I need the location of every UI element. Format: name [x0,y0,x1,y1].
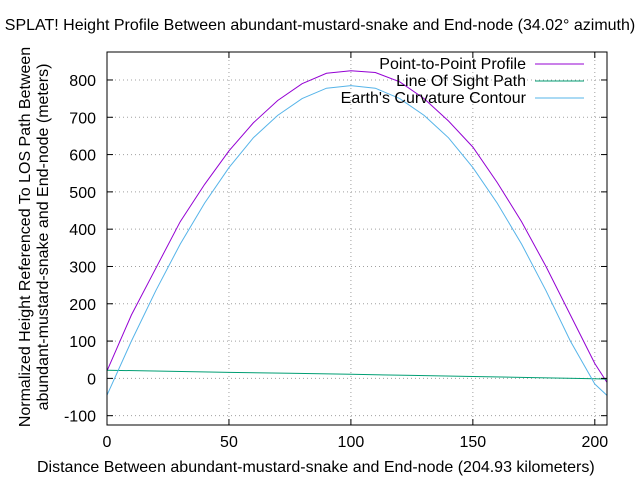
y-tick-label: 400 [69,222,96,239]
y-tick-label: 300 [69,259,96,276]
y-tick-label: 0 [87,371,96,388]
x-tick-label: 50 [220,434,238,451]
x-tick-label: 100 [338,434,365,451]
axis-ticks: 0 50 100 150 200 -100 0 100 200 300 400 500 600 700 80… [64,52,608,451]
y-axis-label-line2: abundant-mustard-snake and End-node (met… [35,64,52,411]
chart-title: SPLAT! Height Profile Between abundant-m… [5,17,635,34]
x-tick-label: 0 [103,434,112,451]
x-tick-label: 200 [581,434,608,451]
y-tick-label: 600 [69,148,96,165]
legend-label-2: Line Of Sight Path [396,73,526,90]
plot-frame [106,51,608,426]
y-tick-label: -100 [64,409,96,426]
legend-label-1: Point-to-Point Profile [379,56,526,73]
series-line-3 [106,85,608,396]
x-tick-label: 150 [460,434,487,451]
y-tick-label: 800 [69,73,96,90]
y-tick-label: 700 [69,110,96,127]
grid-lines [107,52,607,425]
y-tick-label: 200 [69,297,96,314]
y-tick-label: 100 [69,334,96,351]
legend-label-3: Earth's Curvature Contour [341,90,527,107]
series-lines [106,70,608,396]
y-axis-label-line1: Normalized Height Referenced To LOS Path… [17,47,34,427]
x-axis-label: Distance Between abundant-mustard-snake … [37,459,595,476]
series-line-2 [106,369,607,380]
y-tick-label: 500 [69,185,96,202]
series-line-1 [106,70,608,383]
